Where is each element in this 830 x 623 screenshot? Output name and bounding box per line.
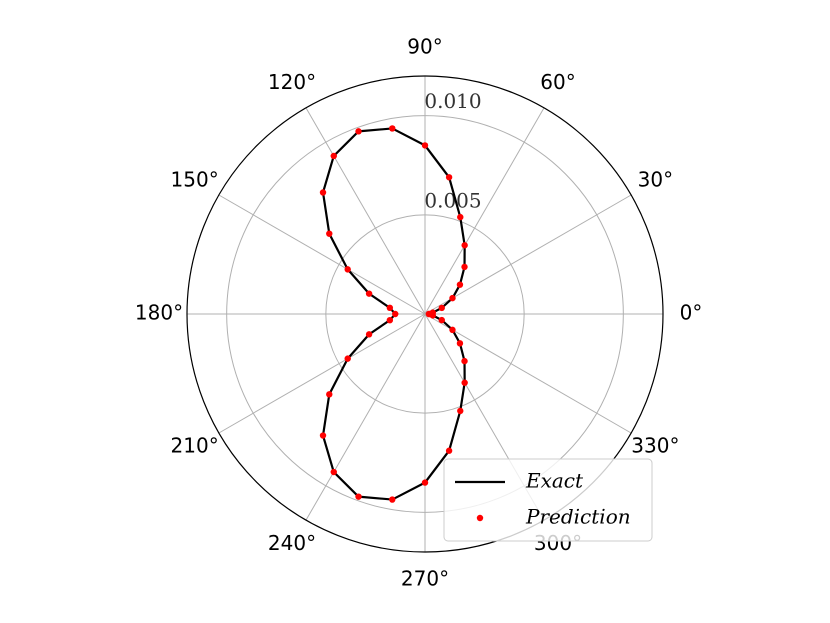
theta-grid-line (218, 194, 426, 315)
prediction-point (456, 281, 464, 288)
prediction-point (438, 304, 445, 312)
prediction-point (319, 432, 327, 439)
prediction-point (449, 326, 456, 334)
prediction-point (344, 355, 351, 362)
prediction-point (461, 379, 468, 386)
theta-tick-label: 240° (268, 531, 316, 555)
prediction-point (344, 266, 351, 273)
r-grid-line (325, 214, 525, 414)
prediction-point (386, 304, 394, 312)
theta-tick-label: 210° (171, 434, 219, 458)
prediction-point (438, 316, 445, 324)
r-grid-line (226, 115, 624, 513)
theta-tick-label: 0° (680, 301, 703, 325)
prediction-point (449, 294, 456, 302)
theta-tick-label: 150° (171, 168, 219, 192)
theta-grid-line (305, 313, 426, 521)
prediction-point (457, 213, 464, 221)
theta-grid-line (424, 194, 632, 315)
prediction-point (421, 479, 429, 486)
prediction-point (461, 242, 468, 249)
theta-tick-label: 90° (407, 35, 442, 59)
prediction-point (365, 290, 373, 297)
prediction-point (457, 407, 464, 415)
theta-tick-label: 180° (135, 301, 183, 325)
theta-tick-label: 330° (631, 434, 679, 458)
theta-tick-label: 270° (401, 567, 449, 591)
theta-tick-label: 30° (638, 168, 673, 192)
prediction-point (326, 230, 333, 237)
prediction-point (330, 468, 337, 476)
prediction-point (355, 128, 362, 135)
prediction-point (389, 496, 396, 503)
prediction-point (330, 152, 337, 160)
prediction-point (421, 142, 429, 149)
prediction-point (461, 263, 468, 271)
prediction-point (461, 357, 468, 365)
prediction-point (355, 493, 362, 500)
legend-label: Prediction (525, 505, 631, 529)
prediction-point (456, 340, 464, 347)
theta-grid-line (218, 313, 426, 434)
theta-grid-line (305, 107, 426, 315)
theta-tick-label: 60° (540, 70, 575, 94)
r-tick-label: 0.010 (424, 89, 481, 113)
prediction-point (445, 447, 453, 454)
prediction-point (386, 316, 394, 324)
legend-label: Exact (525, 469, 584, 493)
prediction-point (326, 391, 333, 398)
legend-box (443, 458, 653, 542)
prediction-point (389, 125, 396, 132)
polar-frame (186, 75, 664, 553)
theta-tick-label: 120° (268, 70, 316, 94)
theta-grid-line (424, 313, 632, 434)
prediction-point (445, 174, 453, 181)
prediction-point (425, 310, 433, 318)
prediction-point (392, 310, 399, 318)
prediction-point (365, 331, 373, 338)
prediction-point (319, 189, 327, 196)
legend: Exact Prediction (443, 458, 653, 542)
legend-marker (476, 514, 484, 522)
